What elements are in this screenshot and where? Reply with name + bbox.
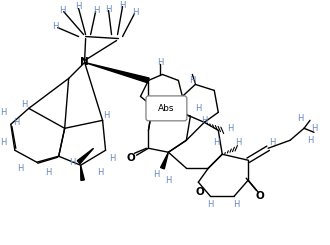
Text: H: H <box>109 154 116 163</box>
Text: H: H <box>75 2 82 11</box>
Text: H: H <box>17 164 24 173</box>
Text: H: H <box>105 5 112 14</box>
Text: H: H <box>103 111 110 120</box>
Text: H: H <box>201 116 208 125</box>
Text: H: H <box>269 138 275 147</box>
Polygon shape <box>77 148 94 164</box>
Text: H: H <box>189 76 196 85</box>
Text: H: H <box>119 1 126 10</box>
Text: H: H <box>233 200 239 208</box>
Text: H: H <box>97 168 104 177</box>
Text: H: H <box>132 8 139 17</box>
Text: H: H <box>227 124 233 133</box>
Text: H: H <box>70 158 76 167</box>
Text: H: H <box>195 104 202 113</box>
Text: N: N <box>80 58 89 67</box>
Text: O: O <box>126 153 135 163</box>
Text: O: O <box>196 187 205 197</box>
Text: H: H <box>0 138 6 147</box>
Polygon shape <box>161 152 168 169</box>
FancyBboxPatch shape <box>146 96 187 121</box>
Text: H: H <box>52 22 59 31</box>
Text: H: H <box>0 108 6 117</box>
Text: H: H <box>307 136 313 145</box>
Polygon shape <box>81 165 84 180</box>
Text: H: H <box>207 200 214 208</box>
Text: H: H <box>153 170 160 179</box>
Text: H: H <box>21 100 28 109</box>
Text: H: H <box>93 6 100 15</box>
Text: O: O <box>256 191 265 201</box>
Text: H: H <box>165 176 172 185</box>
Text: H: H <box>235 138 242 147</box>
Text: Abs: Abs <box>158 104 175 113</box>
Text: H: H <box>311 124 317 133</box>
Text: H: H <box>297 114 303 123</box>
Text: H: H <box>46 168 52 177</box>
Text: H: H <box>157 58 164 67</box>
Text: H: H <box>14 118 20 127</box>
Text: H: H <box>213 138 219 147</box>
Text: H: H <box>59 6 66 15</box>
Polygon shape <box>84 62 149 83</box>
